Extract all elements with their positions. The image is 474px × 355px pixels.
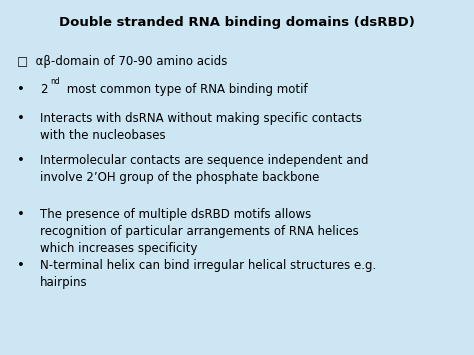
Text: •: • [18, 259, 25, 272]
Text: •: • [18, 208, 25, 221]
Text: •: • [18, 154, 25, 168]
Text: nd: nd [51, 77, 61, 86]
Text: The presence of multiple dsRBD motifs allows
recognition of particular arrangeme: The presence of multiple dsRBD motifs al… [40, 208, 359, 255]
Text: most common type of RNA binding motif: most common type of RNA binding motif [63, 83, 308, 97]
Text: N-terminal helix can bind irregular helical structures e.g.
hairpins: N-terminal helix can bind irregular heli… [40, 259, 376, 289]
Text: •: • [18, 112, 25, 125]
Text: Interacts with dsRNA without making specific contacts
with the nucleobases: Interacts with dsRNA without making spec… [40, 112, 362, 142]
Text: 2: 2 [40, 83, 48, 97]
Text: •: • [18, 83, 25, 97]
Text: □  αβ-domain of 70-90 amino acids: □ αβ-domain of 70-90 amino acids [17, 55, 227, 68]
Text: Intermolecular contacts are sequence independent and
involve 2’OH group of the p: Intermolecular contacts are sequence ind… [40, 154, 369, 185]
Text: Double stranded RNA binding domains (dsRBD): Double stranded RNA binding domains (dsR… [59, 16, 415, 29]
